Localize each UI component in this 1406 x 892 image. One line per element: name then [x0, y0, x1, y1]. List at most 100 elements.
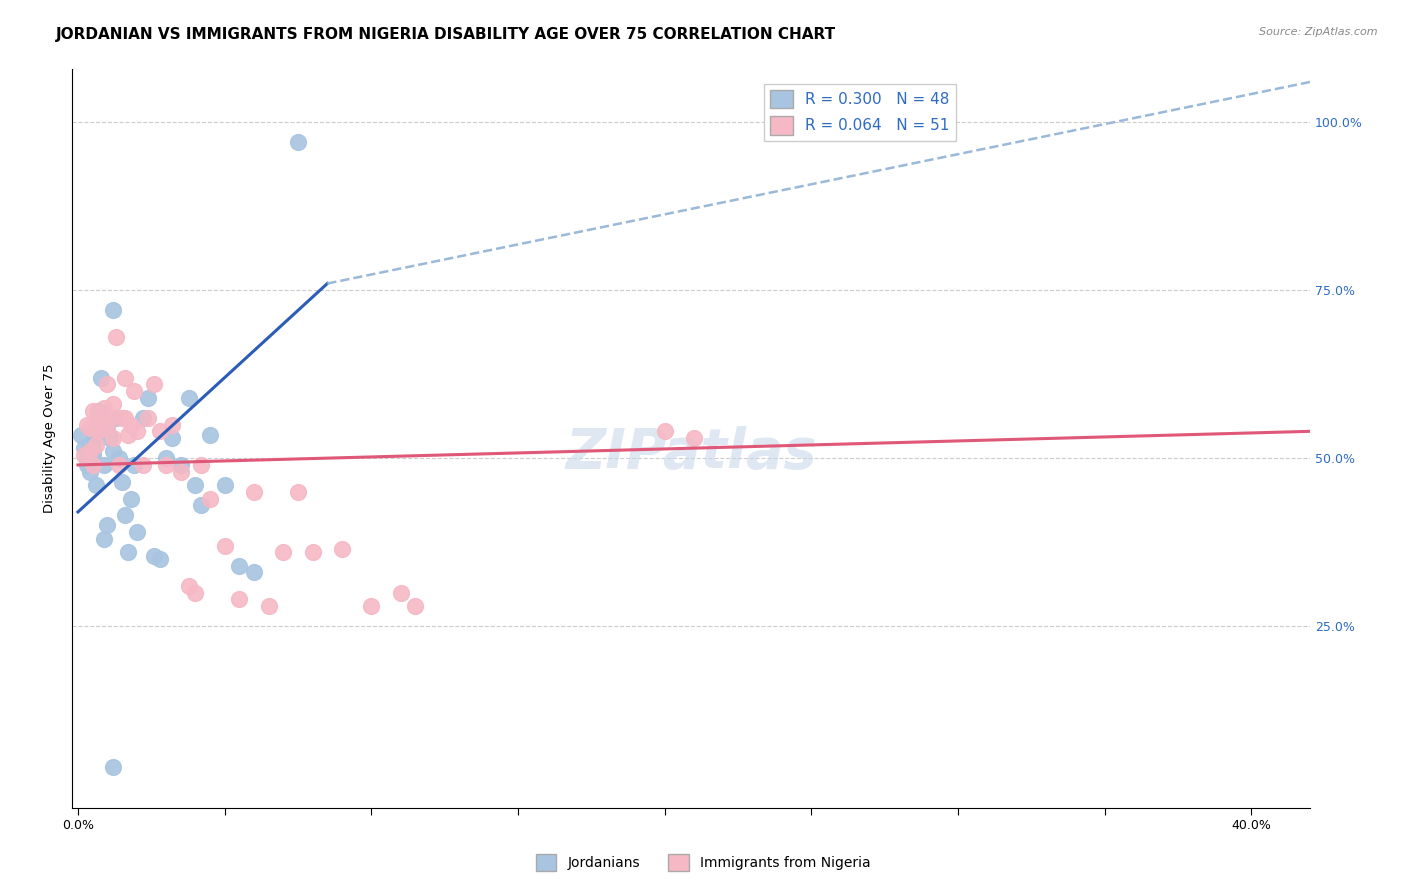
Point — [114, 410, 136, 425]
Point — [404, 599, 426, 613]
Text: Source: ZipAtlas.com: Source: ZipAtlas.com — [1260, 27, 1378, 37]
Point — [143, 549, 166, 563]
Point — [82, 458, 104, 472]
Point — [93, 458, 115, 472]
Point — [76, 417, 98, 432]
Point — [138, 391, 160, 405]
Point — [131, 458, 153, 472]
Point — [654, 425, 676, 439]
Point — [82, 448, 104, 462]
Point — [111, 410, 134, 425]
Point — [98, 431, 121, 445]
Point — [120, 417, 142, 432]
Point — [90, 370, 112, 384]
Point — [184, 478, 207, 492]
Point — [73, 448, 96, 462]
Point — [96, 425, 118, 439]
Point — [108, 451, 131, 466]
Point — [228, 592, 250, 607]
Point — [84, 438, 107, 452]
Point — [96, 377, 118, 392]
Point — [155, 451, 177, 466]
Point — [96, 518, 118, 533]
Legend: Jordanians, Immigrants from Nigeria: Jordanians, Immigrants from Nigeria — [530, 848, 876, 876]
Point — [179, 391, 201, 405]
Point — [360, 599, 382, 613]
Point — [214, 539, 236, 553]
Point — [101, 303, 124, 318]
Point — [73, 441, 96, 455]
Point — [79, 451, 101, 466]
Point — [117, 545, 139, 559]
Point — [125, 425, 148, 439]
Point — [114, 508, 136, 523]
Point — [87, 408, 110, 422]
Point — [120, 491, 142, 506]
Point — [84, 421, 107, 435]
Point — [198, 491, 221, 506]
Point — [143, 377, 166, 392]
Point — [155, 458, 177, 472]
Point — [101, 760, 124, 774]
Point — [330, 541, 353, 556]
Point — [108, 458, 131, 472]
Point — [84, 421, 107, 435]
Point — [117, 427, 139, 442]
Point — [138, 410, 160, 425]
Point — [76, 458, 98, 472]
Point — [184, 585, 207, 599]
Text: JORDANIAN VS IMMIGRANTS FROM NIGERIA DISABILITY AGE OVER 75 CORRELATION CHART: JORDANIAN VS IMMIGRANTS FROM NIGERIA DIS… — [56, 27, 837, 42]
Point — [76, 451, 98, 466]
Point — [93, 410, 115, 425]
Point — [79, 465, 101, 479]
Point — [243, 566, 266, 580]
Point — [90, 414, 112, 428]
Point — [84, 478, 107, 492]
Point — [190, 458, 212, 472]
Point — [160, 431, 183, 445]
Point — [87, 404, 110, 418]
Point — [79, 438, 101, 452]
Point — [243, 484, 266, 499]
Point — [111, 475, 134, 489]
Point — [198, 427, 221, 442]
Text: ZIPatlas: ZIPatlas — [565, 425, 817, 480]
Point — [87, 425, 110, 439]
Point — [101, 444, 124, 458]
Y-axis label: Disability Age Over 75: Disability Age Over 75 — [44, 363, 56, 513]
Point — [389, 585, 412, 599]
Point — [82, 434, 104, 449]
Point — [70, 427, 93, 442]
Legend: R = 0.300   N = 48, R = 0.064   N = 51: R = 0.300 N = 48, R = 0.064 N = 51 — [763, 84, 956, 141]
Point — [149, 552, 172, 566]
Point — [257, 599, 280, 613]
Point — [87, 417, 110, 432]
Point — [122, 384, 145, 398]
Point — [122, 458, 145, 472]
Point — [125, 525, 148, 540]
Point — [160, 417, 183, 432]
Point — [169, 458, 191, 472]
Point — [114, 370, 136, 384]
Point — [131, 410, 153, 425]
Point — [90, 410, 112, 425]
Point — [149, 425, 172, 439]
Point — [96, 421, 118, 435]
Point — [82, 404, 104, 418]
Point — [101, 431, 124, 445]
Point — [179, 579, 201, 593]
Point — [683, 431, 706, 445]
Point — [169, 465, 191, 479]
Point — [79, 444, 101, 458]
Point — [93, 532, 115, 546]
Point — [87, 425, 110, 439]
Point — [82, 444, 104, 458]
Point — [105, 330, 128, 344]
Point — [214, 478, 236, 492]
Point — [287, 484, 309, 499]
Point — [287, 136, 309, 150]
Point — [301, 545, 323, 559]
Point — [273, 545, 295, 559]
Point — [190, 498, 212, 512]
Point — [93, 401, 115, 415]
